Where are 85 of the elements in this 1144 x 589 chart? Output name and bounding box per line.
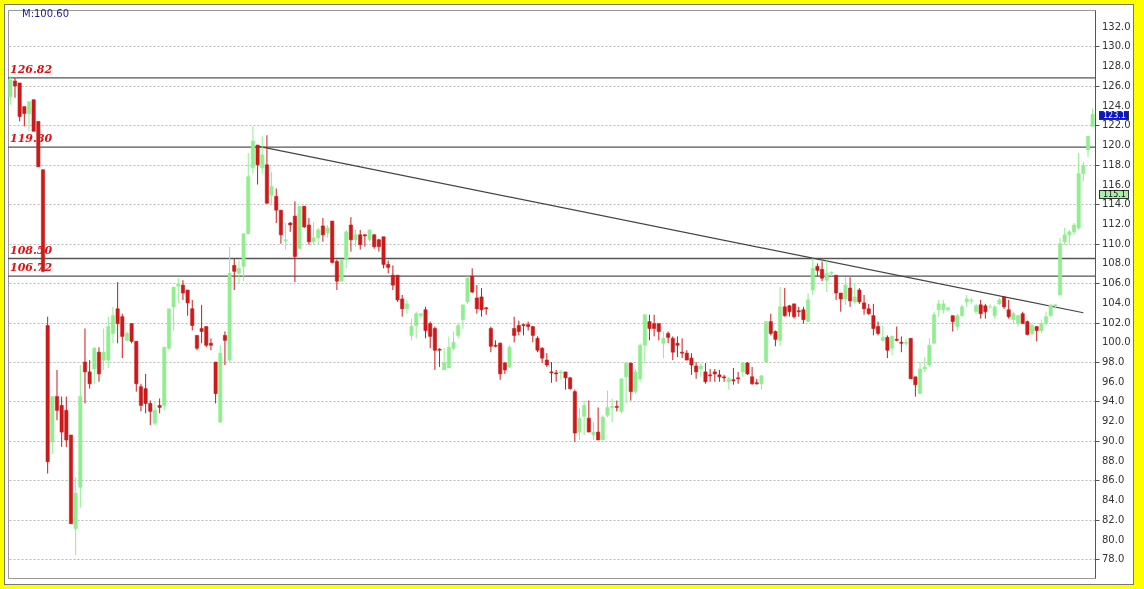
text: 115.1: [1099, 190, 1129, 199]
y-tick-label: 78.0: [1102, 553, 1125, 565]
candlestick: [904, 338, 908, 347]
candlestick: [927, 337, 932, 368]
candlestick: [465, 275, 470, 305]
candlestick: [153, 400, 157, 426]
candlestick: [507, 344, 512, 369]
candlestick: [223, 330, 227, 366]
candlestick: [549, 361, 554, 384]
candlestick: [806, 292, 811, 323]
y-tick-label: 130.0: [1102, 40, 1131, 52]
candlestick: [269, 171, 274, 206]
y-tick-label: 102.0: [1102, 316, 1131, 328]
candlestick: [596, 406, 601, 441]
candlestick: [283, 222, 288, 251]
y-tick-label: 124.0: [1102, 99, 1131, 111]
candlestick: [852, 282, 857, 305]
y-tick-label: 98.0: [1102, 356, 1125, 368]
candlestick: [689, 352, 694, 376]
candlestick: [260, 135, 265, 175]
y-tick-label: 84.0: [1102, 494, 1125, 506]
candlestick: [582, 400, 587, 436]
candlestick: [8, 75, 13, 106]
y-tick-label: 112.0: [1102, 217, 1131, 229]
candlestick: [843, 276, 848, 306]
candlestick: [362, 233, 367, 248]
y-tick-label: 104.0: [1102, 296, 1131, 308]
y-tick-label: 126.0: [1102, 79, 1131, 91]
candlestick: [442, 347, 447, 371]
candlestick: [600, 414, 605, 441]
y-tick-label: 94.0: [1102, 395, 1125, 407]
candlestick: [460, 304, 465, 330]
candlestick: [255, 144, 260, 186]
candlestick: [232, 258, 237, 291]
y-tick-label: 80.0: [1102, 533, 1125, 545]
y-tick-label: 92.0: [1102, 415, 1125, 427]
y-tick-label: 110.0: [1102, 237, 1131, 249]
candlestick: [479, 287, 484, 318]
candlestick: [871, 303, 876, 336]
text: 123.1: [1099, 111, 1129, 120]
candlestick: [605, 390, 610, 418]
candlestick: [348, 216, 353, 253]
candlestick: [703, 362, 708, 385]
y-tick-label: 118.0: [1102, 158, 1131, 170]
candlestick: [834, 274, 839, 301]
candlestick: [92, 346, 97, 385]
y-tick-label: 114.0: [1102, 198, 1131, 210]
candlestick: [577, 407, 582, 441]
candlestick: [675, 335, 680, 358]
candlestick: [666, 330, 671, 344]
y-tick-label: 82.0: [1102, 513, 1125, 525]
candlestick: [423, 306, 428, 339]
candlestick: [409, 318, 414, 341]
candlestick: [512, 316, 517, 343]
candlestick: [27, 101, 31, 132]
candlestick: [1006, 299, 1011, 320]
y-tick-label: 128.0: [1102, 60, 1131, 72]
candlestick: [848, 276, 853, 308]
candlestick: [190, 299, 195, 331]
y-tick-label: 120.0: [1102, 139, 1131, 151]
y-tick-label: 90.0: [1102, 434, 1125, 446]
y-tick-label: 106.0: [1102, 277, 1131, 289]
candlestick: [320, 217, 325, 243]
candlestick: [890, 334, 894, 356]
y-tick-label: 116.0: [1102, 178, 1131, 190]
candlestick: [358, 229, 363, 251]
candlestick: [647, 314, 652, 341]
candlestick: [97, 346, 101, 383]
candlestick: [414, 311, 419, 339]
y-tick-label: 88.0: [1102, 454, 1125, 466]
candlestick: [586, 400, 591, 433]
candlestick: [1086, 135, 1090, 158]
annotation: M:100.60: [22, 8, 69, 19]
y-tick-label: 96.0: [1102, 375, 1125, 387]
y-tick-label: 100.0: [1102, 336, 1131, 348]
y-tick-label: 122.0: [1102, 119, 1131, 131]
candlestick: [810, 258, 815, 296]
candlestick: [885, 334, 890, 359]
candlestick: [404, 299, 409, 315]
y-tick-label: 132.0: [1102, 20, 1131, 32]
ref-line-label: 126.82: [10, 62, 53, 76]
y-tick-label: 108.0: [1102, 257, 1131, 269]
y-tick-label: 86.0: [1102, 474, 1125, 486]
candlestick: [470, 267, 475, 294]
candlestick: [661, 330, 666, 359]
